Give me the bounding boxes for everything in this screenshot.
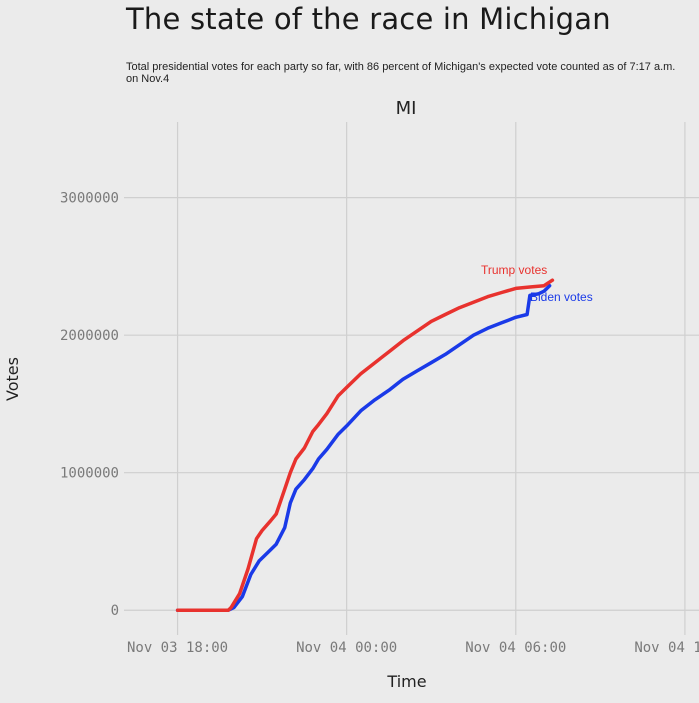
chart-subtitle: Total presidential votes for each party … [126, 61, 676, 85]
y-tick-label: 0 [111, 603, 119, 619]
axis-ticks: Nov 03 18:00 Nov 04 00:00 Nov 04 06:00 Nov … [60, 191, 699, 656]
series-lines [175, 278, 555, 612]
x-tick-label: Nov 04 12:00 [634, 640, 699, 656]
grid-lines [124, 122, 699, 635]
y-tick-label: 2000000 [60, 328, 119, 344]
y-axis-label: Votes [3, 357, 22, 401]
x-tick-label: Nov 03 18:00 [127, 640, 228, 656]
biden-votes-label: Biden votes [530, 290, 593, 304]
facet-label: MI [396, 98, 417, 119]
biden-votes-line [175, 283, 552, 612]
y-tick-label: 1000000 [60, 466, 119, 482]
x-axis-label: Time [386, 672, 426, 691]
trump-votes-line [175, 278, 555, 612]
y-tick-label: 3000000 [60, 191, 119, 207]
trump-votes-label: Trump votes [481, 263, 547, 277]
x-tick-label: Nov 04 06:00 [465, 640, 566, 656]
chart-title: The state of the race in Michigan [126, 2, 611, 36]
x-tick-label: Nov 04 00:00 [296, 640, 397, 656]
series-labels: Trump votes Biden votes [481, 263, 593, 304]
